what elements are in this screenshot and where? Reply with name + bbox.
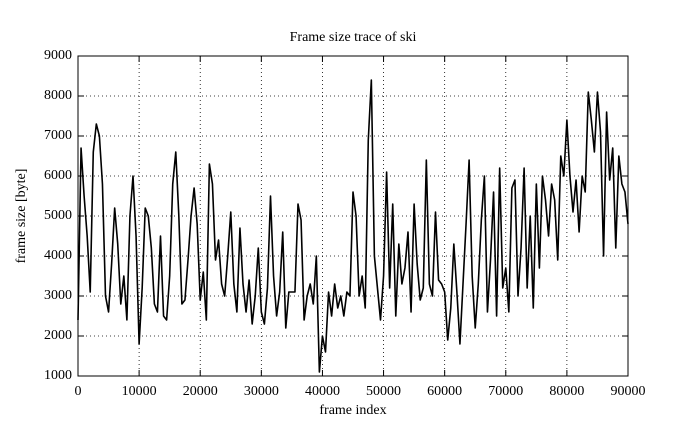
- y-tick-label: 7000: [44, 128, 72, 143]
- x-tick-label: 60000: [427, 384, 462, 399]
- y-tick-label: 2000: [44, 328, 72, 343]
- y-tick-label: 4000: [44, 248, 72, 263]
- x-tick-label: 30000: [244, 384, 279, 399]
- x-tick-label: 90000: [611, 384, 646, 399]
- trace-line: [77, 79, 629, 373]
- y-tick-label: 5000: [44, 208, 72, 223]
- x-tick-label: 0: [75, 384, 82, 399]
- y-tick-label: 3000: [44, 288, 72, 303]
- y-tick-label: 8000: [44, 88, 72, 103]
- x-tick-label: 80000: [549, 384, 584, 399]
- y-tick-label: 6000: [44, 168, 72, 183]
- chart-title: Frame size trace of ski: [290, 30, 417, 45]
- x-axis-label: frame index: [319, 403, 386, 418]
- x-tick-label: 20000: [183, 384, 218, 399]
- x-tick-label: 70000: [488, 384, 523, 399]
- y-tick-label: 9000: [44, 48, 72, 63]
- y-tick-label: 1000: [44, 368, 72, 383]
- y-axis-label: frame size [byte]: [14, 169, 29, 264]
- x-tick-label: 40000: [305, 384, 340, 399]
- x-tick-label: 50000: [366, 384, 401, 399]
- x-tick-label: 10000: [122, 384, 157, 399]
